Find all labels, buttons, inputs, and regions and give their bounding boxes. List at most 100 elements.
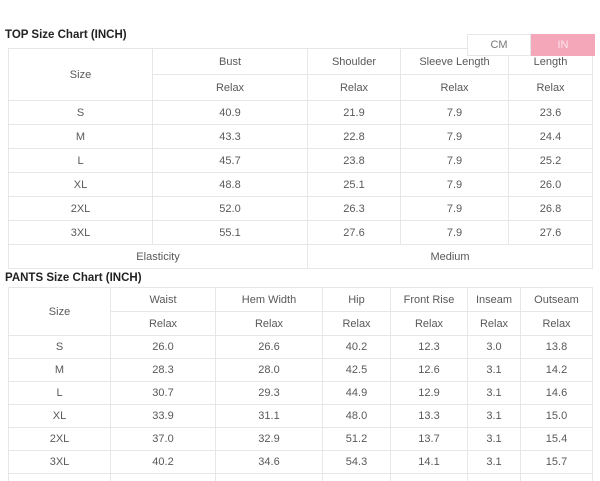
value-cell: 44.9	[322, 381, 391, 405]
value-cell: 21.9	[307, 100, 401, 125]
pants-table-row-m: M 28.3 28.0 42.5 12.6 3.1 14.2	[8, 358, 593, 382]
value-cell: 26.0	[508, 172, 593, 197]
pants-subheader-cell: Relax	[467, 311, 521, 336]
value-cell: 7.9	[400, 148, 509, 173]
empty-cell	[520, 473, 593, 481]
value-cell: 48.8	[152, 172, 308, 197]
top-table-row-xl: XL 48.8 25.1 7.9 26.0	[8, 172, 593, 197]
value-cell: 7.9	[400, 172, 509, 197]
value-cell: 22.8	[307, 124, 401, 149]
top-size-header-cell: Size	[8, 48, 153, 101]
unit-toggle: CM IN	[467, 34, 595, 56]
value-cell: 7.9	[400, 124, 509, 149]
value-cell: 7.9	[400, 196, 509, 221]
value-cell: 40.2	[110, 450, 216, 474]
top-col-header-shoulder: Shoulder	[307, 48, 401, 75]
size-cell: S	[8, 335, 111, 359]
size-cell: 2XL	[8, 196, 153, 221]
value-cell: 33.9	[110, 404, 216, 428]
size-cell: M	[8, 358, 111, 382]
empty-cell	[215, 473, 323, 481]
pants-chart-title: PANTS Size Chart (INCH)	[5, 272, 142, 284]
value-cell: 30.7	[110, 381, 216, 405]
value-cell: 12.9	[390, 381, 468, 405]
pants-subheader-cell: Relax	[215, 311, 323, 336]
value-cell: 15.0	[520, 404, 593, 428]
value-cell: 27.6	[508, 220, 593, 245]
value-cell: 27.6	[307, 220, 401, 245]
value-cell: 13.8	[520, 335, 593, 359]
elasticity-label-cell: Elasticity	[8, 244, 308, 269]
value-cell: 3.1	[467, 381, 521, 405]
top-table-row-l: L 45.7 23.8 7.9 25.2	[8, 148, 593, 173]
value-cell: 14.2	[520, 358, 593, 382]
value-cell: 3.0	[467, 335, 521, 359]
value-cell: 12.6	[390, 358, 468, 382]
value-cell: 31.1	[215, 404, 323, 428]
value-cell: 34.6	[215, 450, 323, 474]
value-cell: 15.4	[520, 427, 593, 451]
pants-table-row-3xl: 3XL 40.2 34.6 54.3 14.1 3.1 15.7	[8, 450, 593, 474]
pants-size-chart-table: Size Waist Hem Width Hip Front Rise Inse…	[8, 287, 593, 481]
pants-table-row-s: S 26.0 26.6 40.2 12.3 3.0 13.8	[8, 335, 593, 359]
top-table-row-s: S 40.9 21.9 7.9 23.6	[8, 100, 593, 125]
pants-subheader-cell: Relax	[322, 311, 391, 336]
value-cell: 32.9	[215, 427, 323, 451]
value-cell: 13.3	[390, 404, 468, 428]
value-cell: 14.6	[520, 381, 593, 405]
size-cell: XL	[8, 404, 111, 428]
value-cell: 12.3	[390, 335, 468, 359]
value-cell: 15.7	[520, 450, 593, 474]
top-subheader-cell: Relax	[307, 74, 401, 101]
size-cell: 3XL	[8, 450, 111, 474]
value-cell: 24.4	[508, 124, 593, 149]
value-cell: 55.1	[152, 220, 308, 245]
value-cell: 40.2	[322, 335, 391, 359]
value-cell: 48.0	[322, 404, 391, 428]
unit-cm-button[interactable]: CM	[467, 34, 531, 56]
pants-header-row: Size Waist Hem Width Hip Front Rise Inse…	[8, 287, 593, 336]
value-cell: 7.9	[400, 100, 509, 125]
pants-cutoff-row	[8, 473, 593, 481]
pants-size-header-cell: Size	[8, 287, 111, 336]
pants-table-row-2xl: 2XL 37.0 32.9 51.2 13.7 3.1 15.4	[8, 427, 593, 451]
top-elasticity-row: Elasticity Medium	[8, 244, 593, 269]
value-cell: 28.3	[110, 358, 216, 382]
pants-col-header-outseam: Outseam	[520, 287, 593, 312]
empty-cell	[322, 473, 391, 481]
value-cell: 52.0	[152, 196, 308, 221]
value-cell: 28.0	[215, 358, 323, 382]
value-cell: 42.5	[322, 358, 391, 382]
value-cell: 54.3	[322, 450, 391, 474]
pants-table-row-l: L 30.7 29.3 44.9 12.9 3.1 14.6	[8, 381, 593, 405]
top-table-row-2xl: 2XL 52.0 26.3 7.9 26.8	[8, 196, 593, 221]
value-cell: 3.1	[467, 427, 521, 451]
top-subheader-cell: Relax	[400, 74, 509, 101]
size-cell: S	[8, 100, 153, 125]
value-cell: 26.0	[110, 335, 216, 359]
value-cell: 25.2	[508, 148, 593, 173]
value-cell: 26.8	[508, 196, 593, 221]
pants-col-header-hem-width: Hem Width	[215, 287, 323, 312]
size-cell: L	[8, 148, 153, 173]
value-cell: 51.2	[322, 427, 391, 451]
top-subheader-cell: Relax	[152, 74, 308, 101]
top-col-header-bust: Bust	[152, 48, 308, 75]
value-cell: 23.6	[508, 100, 593, 125]
unit-in-button[interactable]: IN	[531, 34, 595, 56]
value-cell: 7.9	[400, 220, 509, 245]
size-chart-page: { "unit_toggle": { "cm_label": "CM", "in…	[0, 29, 600, 481]
pants-col-header-hip: Hip	[322, 287, 391, 312]
pants-col-header-inseam: Inseam	[467, 287, 521, 312]
pants-table-row-xl: XL 33.9 31.1 48.0 13.3 3.1 15.0	[8, 404, 593, 428]
top-header-row: Size Bust Shoulder Sleeve Length Length	[8, 48, 593, 101]
value-cell: 37.0	[110, 427, 216, 451]
pants-subheader-cell: Relax	[390, 311, 468, 336]
pants-col-header-front-rise: Front Rise	[390, 287, 468, 312]
size-cell: XL	[8, 172, 153, 197]
value-cell: 3.1	[467, 450, 521, 474]
top-size-chart-table: Size Bust Shoulder Sleeve Length Length …	[8, 48, 593, 269]
pants-col-header-waist: Waist	[110, 287, 216, 312]
value-cell: 26.3	[307, 196, 401, 221]
size-cell: 2XL	[8, 427, 111, 451]
